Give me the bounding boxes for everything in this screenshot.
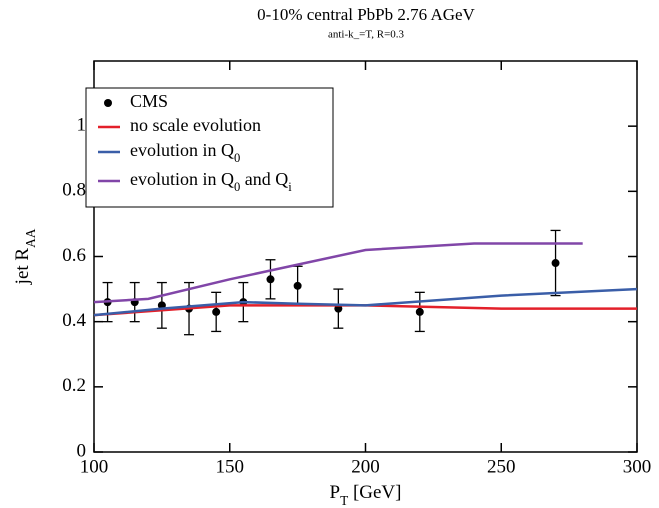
chart-title: 0-10% central PbPb 2.76 AGeV <box>257 5 475 24</box>
y-tick-label: 0 <box>77 440 87 461</box>
y-axis-label: jet RAA <box>12 228 37 285</box>
x-axis-label: PT [GeV] <box>330 482 402 507</box>
series-line <box>93 304 637 317</box>
x-tick-label: 200 <box>351 456 380 477</box>
y-tick-label: 0.6 <box>62 245 86 266</box>
y-tick-label: 0.2 <box>62 375 86 396</box>
legend-label: CMS <box>130 91 168 111</box>
y-tick-label: 1 <box>77 115 87 136</box>
series-line <box>93 287 638 317</box>
x-tick-label: 250 <box>487 456 516 477</box>
legend-label: evolution in Q0 and Qi <box>130 169 292 194</box>
legend-label: no scale evolution <box>130 115 261 135</box>
chart-subtitle: anti-k_=T, R=0.3 <box>328 29 405 41</box>
legend-label: evolution in Q0 <box>130 140 240 165</box>
y-tick-label: 0.8 <box>62 180 86 201</box>
series-line <box>93 242 583 304</box>
legend-box <box>85 87 334 208</box>
x-tick-label: 300 <box>623 456 652 477</box>
x-tick-label: 150 <box>216 456 245 477</box>
data-point <box>551 259 560 268</box>
data-point <box>334 304 343 313</box>
legend-marker <box>104 99 112 107</box>
data-point <box>293 281 302 290</box>
y-tick-label: 0.4 <box>62 310 86 331</box>
data-point <box>266 275 275 284</box>
data-point <box>212 307 221 316</box>
data-point <box>415 307 424 316</box>
x-tick-label: 100 <box>80 456 109 477</box>
